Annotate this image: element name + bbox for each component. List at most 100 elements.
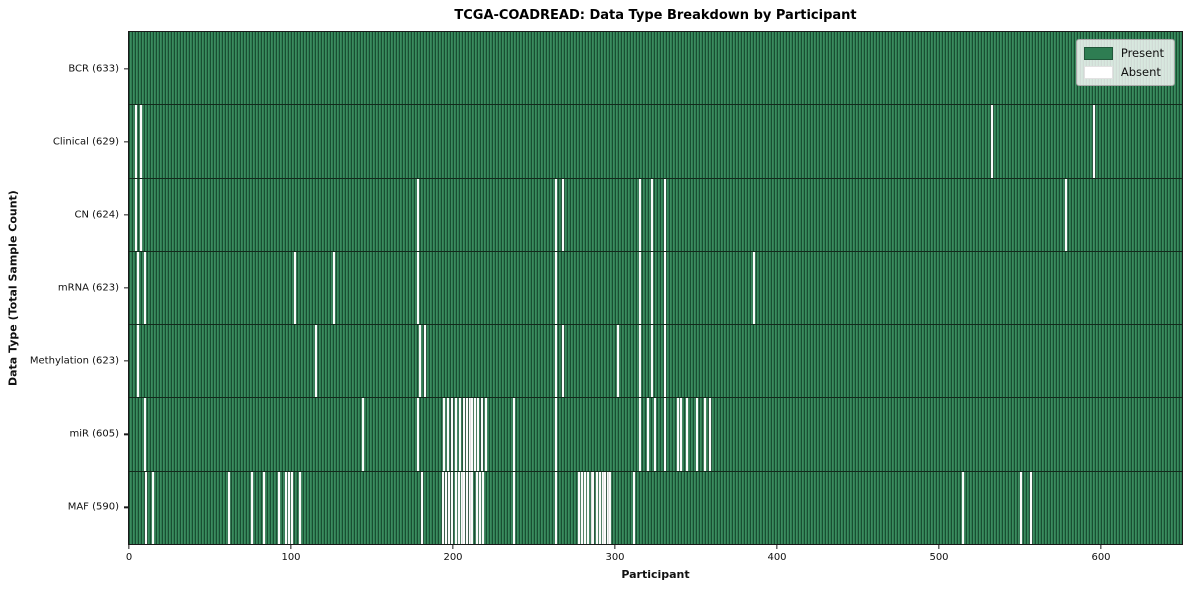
absent-bar	[451, 398, 454, 471]
x-tick-label: 500	[929, 552, 949, 563]
absent-bar	[602, 471, 605, 544]
absent-bar	[676, 398, 679, 471]
absent-bar	[469, 398, 472, 471]
y-tick-mark	[124, 214, 129, 216]
absent-bar	[137, 325, 140, 398]
absent-bar	[555, 178, 558, 251]
absent-bar	[469, 471, 472, 544]
absent-bar	[287, 471, 290, 544]
absent-bar	[555, 471, 558, 544]
absent-bar	[470, 471, 473, 544]
absent-bar	[417, 178, 420, 251]
absent-bar	[461, 471, 464, 544]
legend-swatch-absent-icon	[1083, 65, 1113, 79]
legend-item-absent: Absent	[1083, 65, 1164, 79]
absent-bar	[135, 178, 138, 251]
absent-bar	[647, 398, 650, 471]
absent-bar	[443, 398, 446, 471]
absent-bar	[418, 325, 421, 398]
absent-bar	[284, 471, 287, 544]
x-tick-label: 400	[767, 552, 787, 563]
heatmap-rows	[129, 32, 1182, 544]
x-tick-label: 600	[1091, 552, 1111, 563]
absent-bar	[145, 471, 148, 544]
legend-swatch-present-icon	[1083, 46, 1113, 60]
absent-bar	[990, 105, 993, 178]
heatmap-row-bcr	[129, 32, 1182, 105]
absent-bar	[140, 178, 143, 251]
absent-bar	[603, 471, 606, 544]
absent-bar	[584, 471, 587, 544]
absent-bar	[465, 398, 468, 471]
absent-bar	[441, 471, 444, 544]
y-tick-mark	[124, 141, 129, 143]
y-tick-mark	[124, 360, 129, 362]
y-tick-mark	[124, 433, 129, 435]
y-tick-mark	[124, 506, 129, 509]
absent-bar	[512, 471, 515, 544]
absent-bar	[480, 398, 483, 471]
heatmap-row-mir	[129, 397, 1182, 471]
absent-bar	[663, 325, 666, 398]
absent-bar	[704, 398, 707, 471]
absent-bar	[151, 471, 154, 544]
x-tick-mark	[1100, 544, 1102, 549]
x-tick-mark	[290, 544, 292, 549]
absent-bar	[686, 398, 689, 471]
y-tick-mark	[124, 287, 129, 289]
x-tick-label: 100	[281, 552, 301, 563]
absent-bar	[454, 398, 457, 471]
absent-bar	[555, 398, 558, 471]
y-tick-label: Clinical (629)	[52, 136, 119, 148]
absent-bar	[561, 325, 564, 398]
absent-bar	[639, 398, 642, 471]
absent-bar	[299, 471, 302, 544]
absent-bar	[446, 398, 449, 471]
y-axis-title: Data Type (Total Sample Count)	[6, 190, 20, 386]
legend-label-present: Present	[1120, 46, 1164, 60]
absent-bar	[454, 471, 457, 544]
absent-bar	[555, 325, 558, 398]
heatmap-row-clinical	[129, 104, 1182, 178]
absent-bar	[485, 398, 488, 471]
absent-bar	[650, 178, 653, 251]
y-tick-label: MAF (590)	[67, 501, 119, 513]
absent-bar	[595, 471, 598, 544]
absent-bar	[457, 471, 460, 544]
x-tick-label: 0	[125, 552, 133, 563]
x-tick-mark	[128, 544, 130, 549]
absent-bar	[512, 398, 515, 471]
absent-bar	[420, 471, 423, 544]
absent-bar	[362, 398, 365, 471]
absent-bar	[592, 471, 595, 544]
absent-bar	[696, 398, 698, 471]
heatmap-row-mrna	[129, 250, 1182, 325]
absent-bar	[650, 325, 653, 398]
absent-bar	[137, 251, 140, 325]
absent-bar	[650, 251, 653, 325]
absent-bar	[555, 251, 558, 325]
absent-bar	[639, 178, 642, 251]
heatmap-row-methylation	[129, 324, 1182, 398]
absent-bar	[708, 398, 711, 471]
absent-bar	[465, 471, 468, 544]
absent-bar	[448, 471, 451, 544]
absent-bar	[577, 471, 580, 544]
absent-bar	[639, 251, 642, 325]
absent-bar	[663, 178, 666, 251]
heatmap-row-maf	[129, 470, 1182, 544]
absent-bar	[459, 398, 462, 471]
absent-bar	[470, 398, 473, 471]
x-tick-mark	[938, 544, 940, 549]
absent-bar	[632, 471, 635, 544]
legend-label-absent: Absent	[1120, 65, 1161, 79]
x-tick-mark	[452, 544, 454, 549]
x-tick-mark	[776, 544, 778, 549]
x-tick-mark	[614, 544, 616, 549]
absent-bar	[263, 471, 266, 544]
absent-bar	[475, 471, 478, 544]
x-axis-title: Participant	[621, 568, 690, 581]
absent-bar	[135, 105, 138, 178]
absent-bar	[143, 398, 146, 471]
legend-item-present: Present	[1083, 46, 1164, 60]
